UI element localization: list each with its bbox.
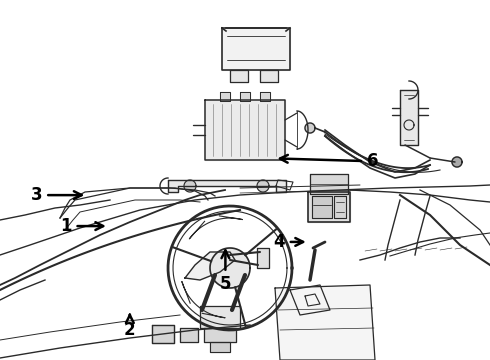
Text: 4: 4 — [273, 233, 303, 251]
Text: 6: 6 — [280, 152, 378, 170]
Polygon shape — [220, 92, 230, 101]
Polygon shape — [152, 325, 174, 343]
Polygon shape — [260, 70, 278, 82]
Polygon shape — [200, 306, 240, 328]
Polygon shape — [204, 328, 236, 342]
Polygon shape — [210, 342, 230, 352]
Polygon shape — [260, 92, 270, 101]
Text: 2: 2 — [124, 315, 136, 339]
Polygon shape — [312, 196, 332, 218]
Polygon shape — [400, 90, 418, 145]
Polygon shape — [168, 180, 286, 192]
Polygon shape — [290, 285, 330, 315]
Polygon shape — [240, 92, 250, 101]
Polygon shape — [210, 248, 250, 288]
Polygon shape — [334, 196, 346, 218]
Polygon shape — [222, 28, 290, 70]
Polygon shape — [185, 252, 235, 280]
Polygon shape — [230, 70, 248, 82]
Text: 1: 1 — [60, 217, 103, 235]
Polygon shape — [308, 192, 350, 222]
Text: 3: 3 — [31, 186, 82, 204]
Polygon shape — [180, 328, 198, 342]
Polygon shape — [257, 180, 269, 192]
Polygon shape — [452, 157, 462, 167]
Text: 5: 5 — [220, 250, 231, 293]
Polygon shape — [275, 285, 375, 360]
Polygon shape — [310, 174, 348, 194]
Polygon shape — [184, 180, 196, 192]
Polygon shape — [257, 248, 269, 268]
Polygon shape — [205, 100, 285, 160]
Polygon shape — [305, 123, 315, 133]
